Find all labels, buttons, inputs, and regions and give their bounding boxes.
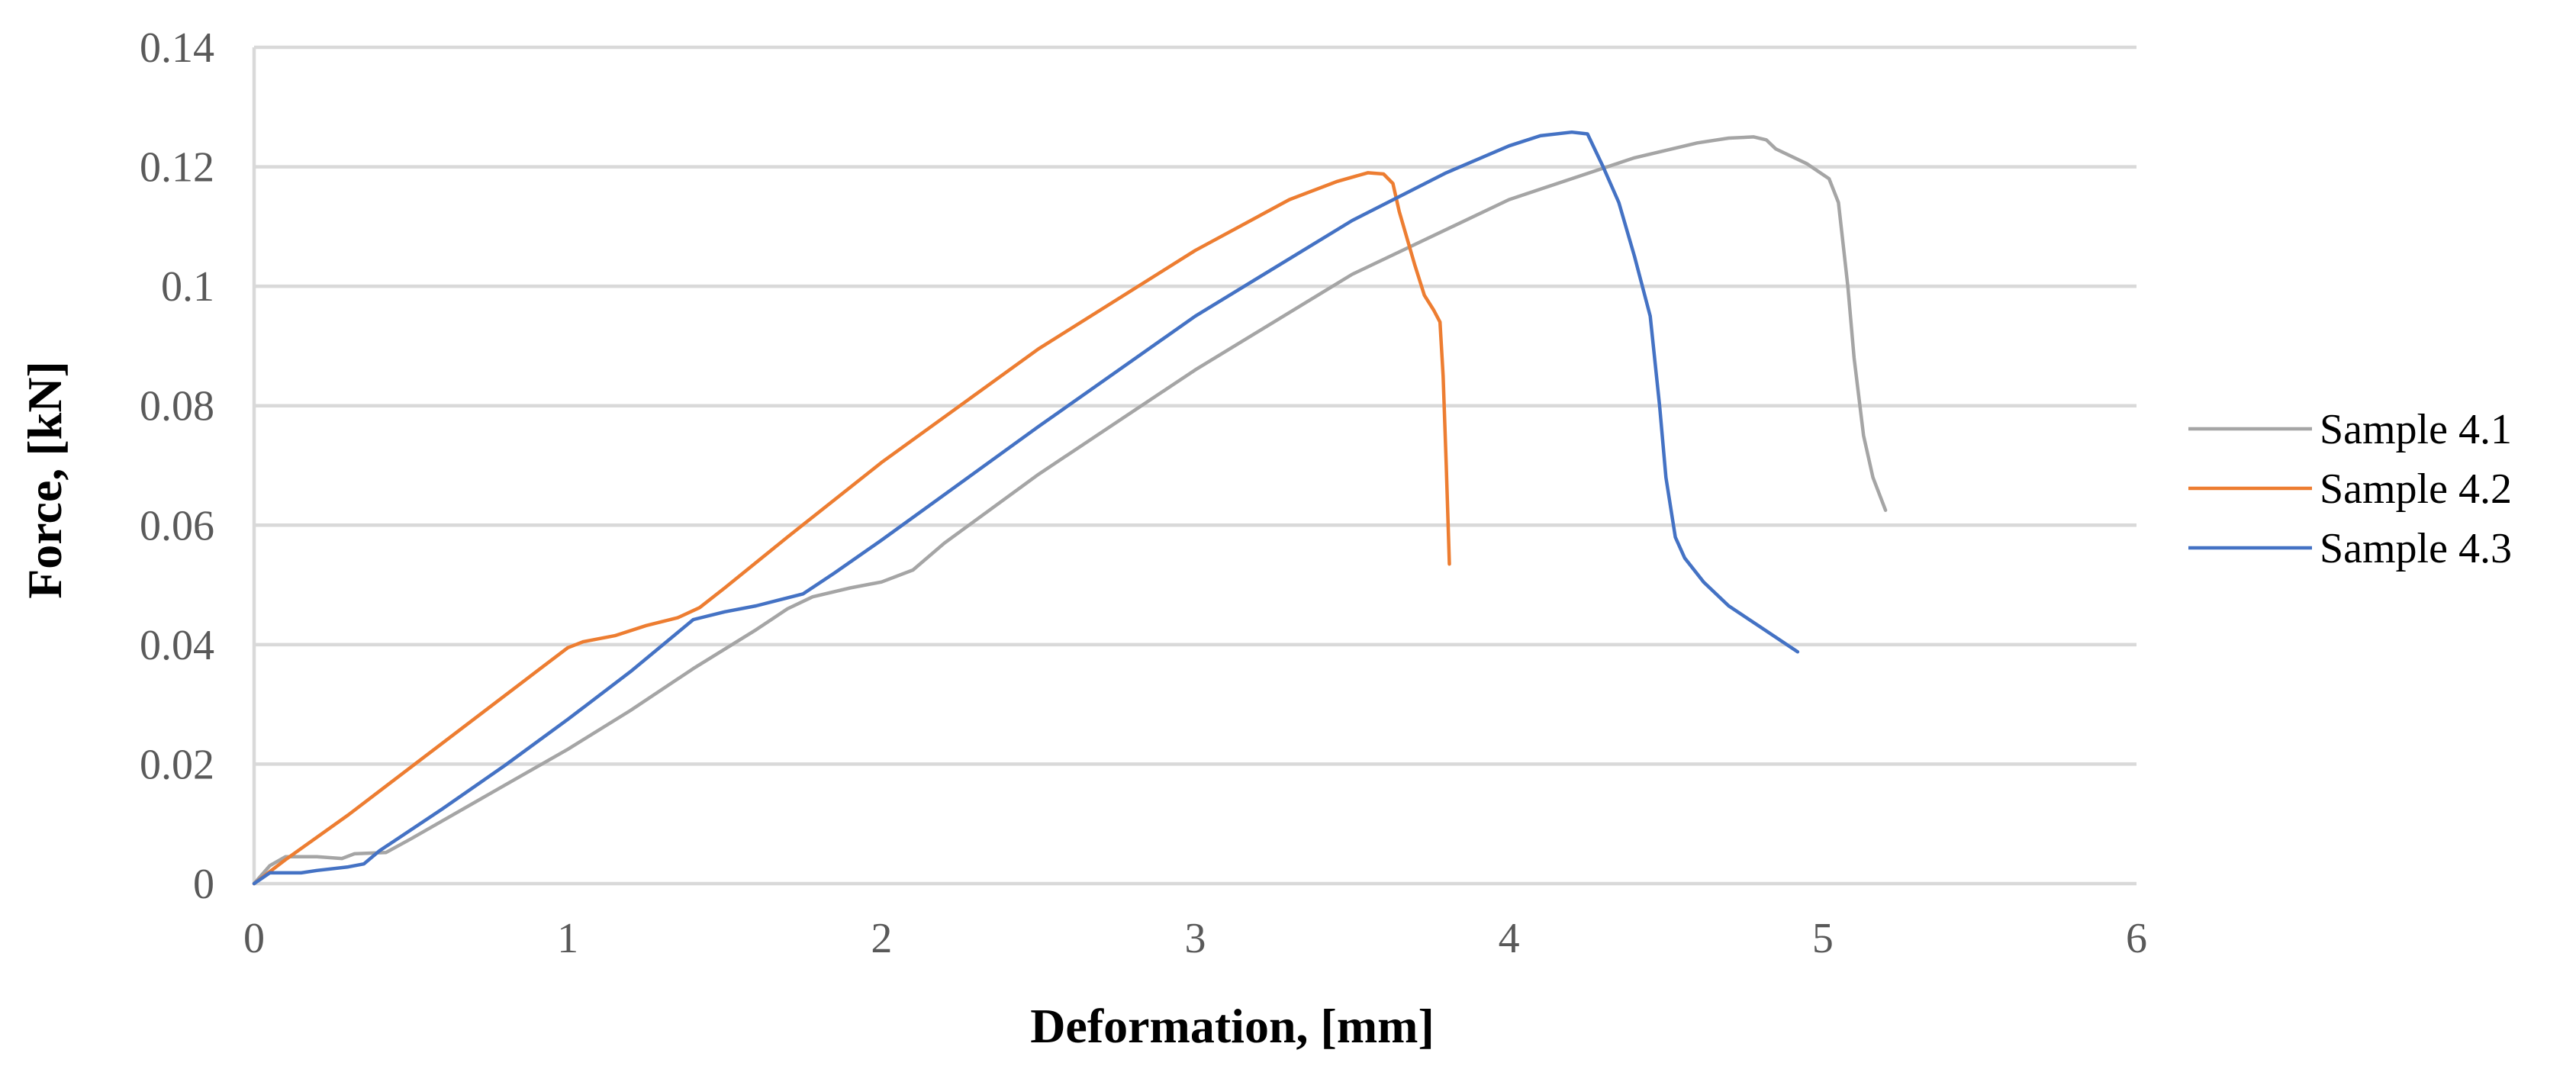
- y-tick-label: 0.08: [140, 383, 214, 430]
- y-tick-label: 0.1: [161, 263, 214, 311]
- x-tick-label: 1: [557, 915, 578, 962]
- y-tick-label: 0.02: [140, 741, 214, 788]
- gridlines: [254, 45, 2136, 766]
- y-tick-labels: 0 0.02 0.04 0.06 0.08 0.1 0.12 0.14: [140, 24, 214, 908]
- x-tick-label: 3: [1185, 915, 1206, 962]
- x-tick-label: 5: [1812, 915, 1834, 962]
- series-line-1: [252, 135, 1888, 886]
- legend-item: Sample 4.1: [2188, 406, 2512, 453]
- x-tick-label: 6: [2126, 915, 2147, 962]
- legend-label: Sample 4.2: [2320, 465, 2512, 513]
- legend-label: Sample 4.3: [2320, 525, 2512, 572]
- y-tick-label: 0.04: [140, 622, 214, 669]
- legend-item: Sample 4.3: [2188, 525, 2512, 572]
- x-axis-title: Deformation, [mm]: [1030, 999, 1435, 1053]
- series-line-2: [252, 171, 1451, 886]
- y-tick-label: 0.14: [140, 24, 214, 72]
- y-tick-label: 0.06: [140, 502, 214, 549]
- legend: Sample 4.1 Sample 4.2 Sample 4.3: [2188, 406, 2512, 572]
- y-axis-title: Force, [kN]: [18, 361, 72, 599]
- x-tick-label: 4: [1499, 915, 1520, 962]
- x-tick-label: 0: [243, 915, 265, 962]
- series-lines: [252, 130, 1888, 886]
- y-tick-label: 0.12: [140, 144, 214, 192]
- legend-label: Sample 4.1: [2320, 406, 2512, 453]
- y-tick-label: 0: [193, 861, 214, 908]
- series-line-3: [252, 130, 1800, 886]
- x-tick-labels: 0 1 2 3 4 5 6: [243, 915, 2147, 962]
- x-tick-label: 2: [871, 915, 892, 962]
- legend-item: Sample 4.2: [2188, 465, 2512, 513]
- axes: [252, 47, 2136, 886]
